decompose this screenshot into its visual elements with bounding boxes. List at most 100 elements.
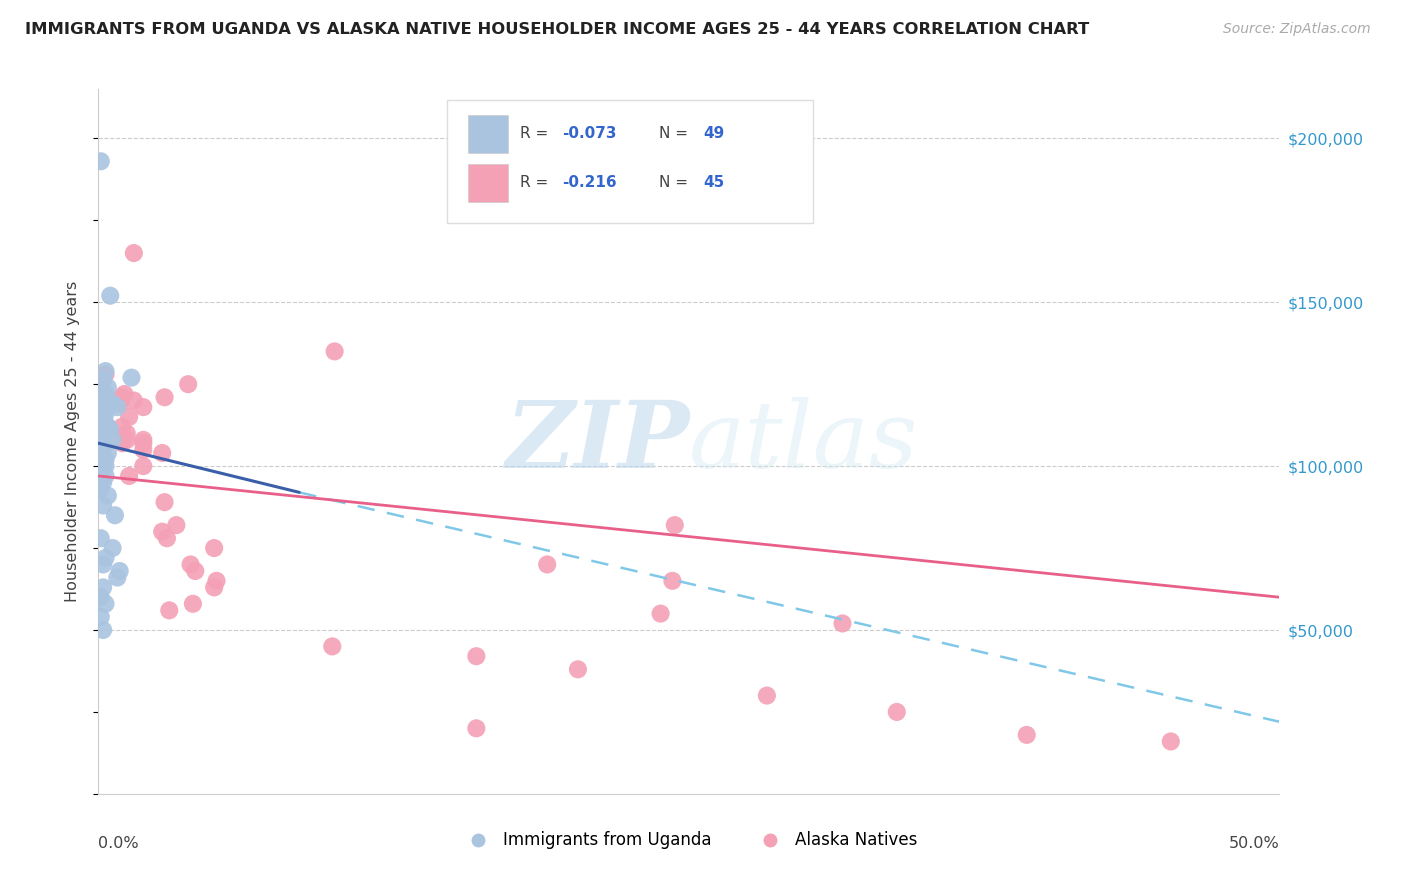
Point — [90, 610, 112, 624]
Y-axis label: Householder Income Ages 25 - 44 years: Householder Income Ages 25 - 44 years — [65, 281, 80, 602]
Point — [98, 288, 121, 302]
Point — [111, 390, 134, 404]
Point — [184, 564, 207, 578]
Point — [90, 456, 112, 470]
Point — [94, 459, 117, 474]
Point — [90, 429, 112, 443]
Point — [1160, 734, 1182, 748]
Point — [105, 570, 128, 584]
Point — [90, 482, 112, 496]
FancyBboxPatch shape — [468, 114, 508, 153]
Point — [94, 387, 117, 401]
FancyBboxPatch shape — [468, 164, 508, 202]
Point — [831, 616, 853, 631]
Point — [94, 597, 117, 611]
Point — [132, 400, 155, 414]
Point — [153, 390, 176, 404]
Text: 45: 45 — [703, 176, 724, 190]
Point — [153, 495, 176, 509]
Point — [118, 469, 141, 483]
Point — [91, 403, 114, 417]
Point — [115, 433, 138, 447]
Point — [122, 246, 145, 260]
Point — [90, 154, 112, 169]
Point — [111, 419, 134, 434]
Point — [202, 581, 225, 595]
Point — [94, 436, 117, 450]
Point — [150, 524, 173, 539]
Point — [91, 440, 114, 454]
Point — [132, 436, 155, 450]
Point — [91, 450, 114, 464]
Text: R =: R = — [520, 126, 553, 141]
Point — [94, 452, 117, 467]
Point — [755, 689, 778, 703]
Point — [132, 459, 155, 474]
Point — [121, 370, 143, 384]
Point — [661, 574, 683, 588]
Point — [105, 400, 128, 414]
Point — [91, 462, 114, 476]
Point — [90, 466, 112, 480]
Point — [90, 384, 112, 398]
Point — [157, 603, 180, 617]
Point — [886, 705, 908, 719]
Point — [104, 508, 127, 523]
Point — [101, 541, 124, 555]
Text: -0.073: -0.073 — [562, 126, 617, 141]
Point — [91, 475, 114, 490]
Point — [91, 581, 114, 595]
Point — [650, 607, 672, 621]
Point — [118, 409, 141, 424]
Point — [567, 662, 589, 676]
Point — [108, 564, 131, 578]
Point — [111, 436, 134, 450]
Point — [94, 550, 117, 565]
Legend: Immigrants from Uganda, Alaska Natives: Immigrants from Uganda, Alaska Natives — [454, 825, 924, 856]
Point — [94, 417, 117, 431]
Point — [132, 433, 155, 447]
Point — [91, 499, 114, 513]
Text: R =: R = — [520, 176, 553, 190]
Point — [323, 344, 346, 359]
Point — [97, 446, 120, 460]
Point — [177, 377, 200, 392]
Point — [90, 591, 112, 605]
Point — [465, 722, 488, 736]
Point — [536, 558, 558, 572]
Text: ZIP: ZIP — [505, 397, 689, 486]
Point — [97, 419, 120, 434]
Point — [91, 558, 114, 572]
Point — [180, 558, 202, 572]
Point — [98, 423, 121, 437]
Point — [122, 393, 145, 408]
Point — [101, 397, 124, 411]
Text: Source: ZipAtlas.com: Source: ZipAtlas.com — [1223, 22, 1371, 37]
Text: 0.0%: 0.0% — [98, 836, 139, 851]
Point — [321, 640, 343, 654]
Point — [101, 433, 124, 447]
FancyBboxPatch shape — [447, 100, 813, 223]
Point — [94, 407, 117, 421]
Point — [91, 390, 114, 404]
Text: atlas: atlas — [689, 397, 918, 486]
Point — [94, 469, 117, 483]
Point — [202, 541, 225, 555]
Point — [97, 489, 120, 503]
Point — [156, 531, 179, 545]
Text: N =: N = — [659, 126, 693, 141]
Point — [91, 426, 114, 441]
Point — [165, 518, 187, 533]
Point — [205, 574, 228, 588]
Text: 50.0%: 50.0% — [1229, 836, 1279, 851]
Point — [91, 623, 114, 637]
Point — [112, 387, 135, 401]
Point — [664, 518, 686, 533]
Text: N =: N = — [659, 176, 693, 190]
Point — [91, 409, 114, 424]
Point — [91, 374, 114, 388]
Point — [150, 446, 173, 460]
Point — [90, 531, 112, 545]
Point — [108, 397, 131, 411]
Point — [115, 426, 138, 441]
